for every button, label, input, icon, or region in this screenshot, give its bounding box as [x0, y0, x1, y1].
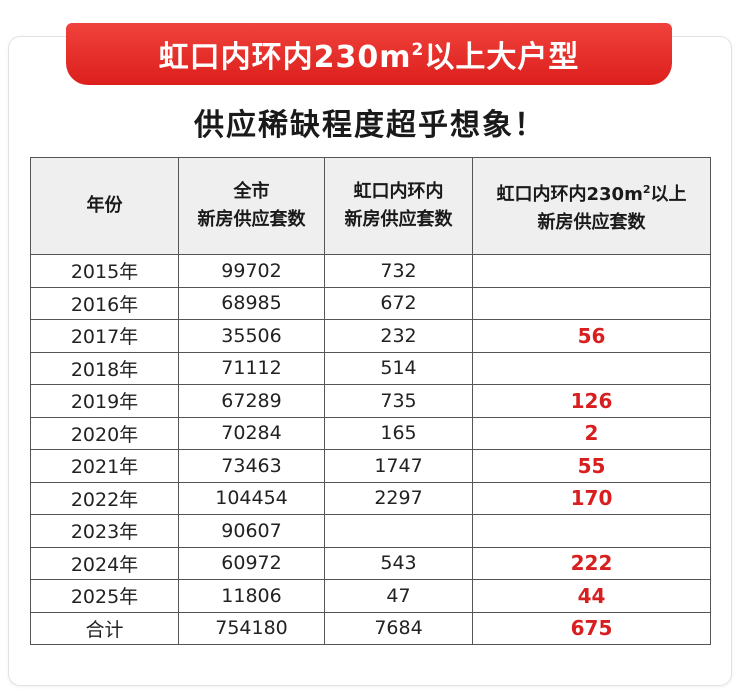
cell-year: 合计: [30, 611, 179, 645]
header-city-line2: 新房供应套数: [197, 209, 306, 230]
cell-year: 2016年: [30, 286, 179, 320]
header-large-line1-main: 虹口内环内230m: [496, 183, 643, 205]
cell-hongkou: 2297: [324, 481, 473, 515]
cell-large: 675: [472, 611, 711, 645]
cell-city: 73463: [178, 449, 325, 483]
cell-large: 222: [472, 546, 711, 580]
cell-year: 2024年: [30, 546, 179, 580]
cell-city: 60972: [178, 546, 325, 580]
cell-hongkou: [324, 514, 473, 548]
cell-year: 2019年: [30, 384, 179, 418]
table-row: 2025年 11806 47 44: [30, 579, 711, 613]
header-hongkou-line2: 新房供应套数: [344, 209, 453, 230]
cell-hongkou: 735: [324, 384, 473, 418]
cell-city: 754180: [178, 611, 325, 645]
header-large-line2: 新房供应套数: [537, 211, 646, 233]
table-row: 2015年 99702 732: [30, 254, 711, 288]
table-row: 2023年 90607: [30, 514, 711, 548]
cell-city: 71112: [178, 351, 325, 385]
cell-hongkou: 47: [324, 579, 473, 613]
header-hongkou-line1: 虹口内环内: [353, 181, 444, 202]
header-large-line1-sup: 2: [642, 182, 651, 196]
header-year-label: 年份: [86, 195, 123, 216]
cell-year: 2020年: [30, 416, 179, 450]
cell-large: [472, 514, 711, 548]
cell-large: 170: [472, 481, 711, 515]
banner-title-sup: 2: [411, 40, 425, 60]
cell-hongkou: 543: [324, 546, 473, 580]
cell-year: 2025年: [30, 579, 179, 613]
subtitle: 供应稀缺程度超乎想象！: [194, 108, 546, 143]
header-large-line1-tail: 以上: [650, 183, 687, 205]
cell-city: 68985: [178, 286, 325, 320]
table-row: 2018年 71112 514: [30, 351, 711, 385]
table-row: 2022年 104454 2297 170: [30, 481, 711, 515]
cell-hongkou: 7684: [324, 611, 473, 645]
table-row: 2020年 70284 165 2: [30, 416, 711, 450]
cell-year: 2022年: [30, 481, 179, 515]
header-year: 年份: [30, 157, 179, 255]
cell-large: 56: [472, 319, 711, 353]
table-row: 2019年 67289 735 126: [30, 384, 711, 418]
cell-year: 2021年: [30, 449, 179, 483]
table-row: 2017年 35506 232 56: [30, 319, 711, 353]
cell-city: 104454: [178, 481, 325, 515]
cell-hongkou: 232: [324, 319, 473, 353]
cell-large: [472, 351, 711, 385]
banner-title-main: 虹口内环内230m: [158, 40, 412, 75]
table-header-row: 年份 全市 新房供应套数 虹口内环内 新房供应套数 虹口内环内230m2以上 新…: [30, 157, 711, 255]
cell-large: 126: [472, 384, 711, 418]
cell-large: 55: [472, 449, 711, 483]
cell-city: 70284: [178, 416, 325, 450]
cell-large: 44: [472, 579, 711, 613]
cell-large: 2: [472, 416, 711, 450]
cell-hongkou: 514: [324, 351, 473, 385]
cell-year: 2023年: [30, 514, 179, 548]
cell-large: [472, 286, 711, 320]
supply-table: 年份 全市 新房供应套数 虹口内环内 新房供应套数 虹口内环内230m2以上 新…: [30, 157, 711, 645]
banner-title-tail: 以上大户型: [424, 40, 580, 75]
table-total-row: 合计 754180 7684 675: [30, 611, 711, 645]
cell-city: 67289: [178, 384, 325, 418]
cell-city: 11806: [178, 579, 325, 613]
cell-large: [472, 254, 711, 288]
cell-year: 2017年: [30, 319, 179, 353]
header-hongkou: 虹口内环内 新房供应套数: [324, 157, 473, 255]
cell-city: 90607: [178, 514, 325, 548]
header-city: 全市 新房供应套数: [178, 157, 325, 255]
cell-hongkou: 672: [324, 286, 473, 320]
cell-city: 35506: [178, 319, 325, 353]
header-large: 虹口内环内230m2以上 新房供应套数: [472, 157, 711, 255]
cell-year: 2018年: [30, 351, 179, 385]
cell-year: 2015年: [30, 254, 179, 288]
cell-hongkou: 165: [324, 416, 473, 450]
table-row: 2021年 73463 1747 55: [30, 449, 711, 483]
header-city-line1: 全市: [233, 181, 270, 202]
cell-hongkou: 732: [324, 254, 473, 288]
cell-city: 99702: [178, 254, 325, 288]
table-row: 2024年 60972 543 222: [30, 546, 711, 580]
table-row: 2016年 68985 672: [30, 286, 711, 320]
title-banner: 虹口内环内230m 2 以上大户型: [66, 23, 672, 85]
cell-hongkou: 1747: [324, 449, 473, 483]
